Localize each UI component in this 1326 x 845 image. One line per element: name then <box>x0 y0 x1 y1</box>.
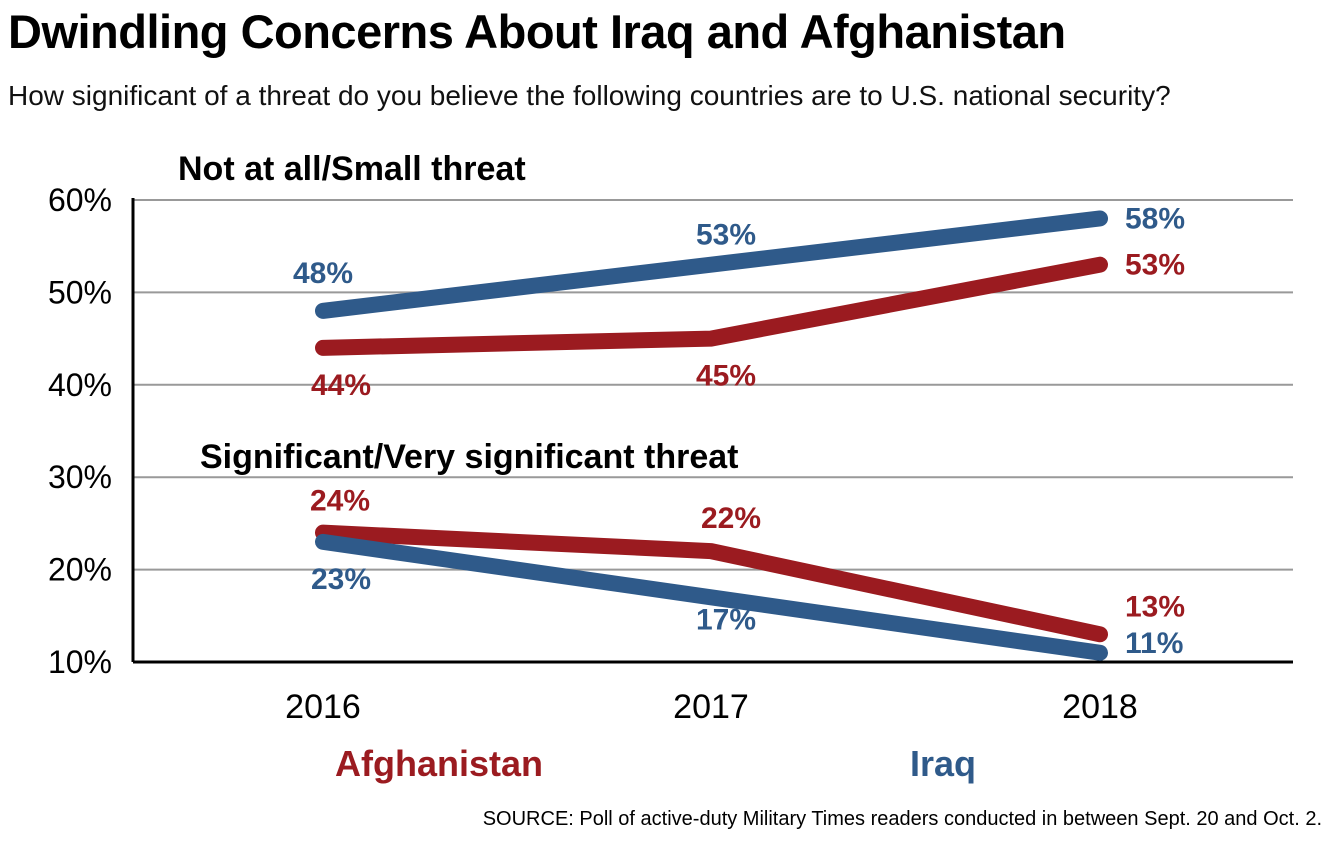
group-label: Significant/Very significant threat <box>200 438 738 476</box>
y-tick-label: 50% <box>48 274 112 310</box>
line-chart: 10% 20% 30% 40% 50% 60% 2016 2017 2018 48% 53% 58… <box>48 150 1293 784</box>
data-label: 58% <box>1125 202 1185 235</box>
x-tick-label: 2016 <box>285 688 361 726</box>
series-line-iraq <box>315 533 1108 661</box>
y-tick-labels: 10% 20% 30% 40% 50% 60% <box>48 182 112 680</box>
data-labels: 48% 53% 58% 44% 45% 53% 24% 22% 13% 23% 17% 11% <box>293 202 1185 659</box>
axes <box>131 198 1293 664</box>
data-label: 53% <box>1125 249 1185 282</box>
data-label: 48% <box>293 257 353 290</box>
series-line-iraq <box>315 210 1108 319</box>
data-label: 45% <box>696 360 756 393</box>
legend-label-iraq: Iraq <box>910 743 976 784</box>
data-label: 17% <box>696 603 756 636</box>
group-labels: Not at all/Small threat Significant/Very … <box>178 150 738 476</box>
y-tick-label: 40% <box>48 367 112 403</box>
group-label: Not at all/Small threat <box>178 150 526 188</box>
data-label: 23% <box>311 563 371 596</box>
x-tick-labels: 2016 2017 2018 <box>285 688 1138 726</box>
data-label: 11% <box>1125 627 1183 660</box>
chart-subtitle: How significant of a threat do you belie… <box>8 80 1171 111</box>
y-tick-label: 30% <box>48 459 112 495</box>
x-tick-label: 2017 <box>673 688 749 726</box>
grid-lines <box>133 199 1293 571</box>
data-label: 53% <box>696 219 756 252</box>
series-line-afghanistan <box>315 524 1108 643</box>
source-note: SOURCE: Poll of active-duty Military Tim… <box>482 808 1322 830</box>
series-line-afghanistan <box>315 256 1108 356</box>
y-tick-label: 20% <box>48 552 112 588</box>
data-label: 44% <box>311 369 371 402</box>
chart-title: Dwindling Concerns About Iraq and Afghan… <box>8 5 1066 58</box>
legend: Afghanistan Iraq <box>335 743 976 784</box>
y-tick-label: 10% <box>48 644 112 680</box>
x-tick-label: 2018 <box>1062 688 1138 726</box>
legend-label-afghanistan: Afghanistan <box>335 743 543 784</box>
series-lines <box>315 210 1108 661</box>
data-label: 22% <box>701 502 761 535</box>
data-label: 13% <box>1125 590 1185 623</box>
data-label: 24% <box>310 485 370 518</box>
y-tick-label: 60% <box>48 182 112 218</box>
